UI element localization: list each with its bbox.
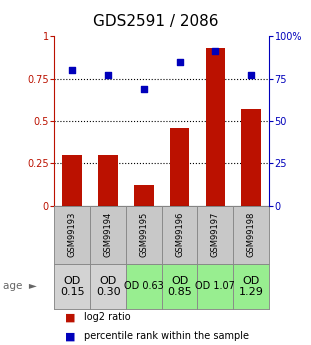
Point xyxy=(141,86,146,91)
Text: percentile rank within the sample: percentile rank within the sample xyxy=(85,332,249,342)
Text: GSM99198: GSM99198 xyxy=(247,212,256,257)
Point xyxy=(213,49,218,54)
Text: GSM99197: GSM99197 xyxy=(211,212,220,257)
Bar xyxy=(233,206,269,264)
Text: OD
0.85: OD 0.85 xyxy=(167,276,192,297)
Text: OD
0.15: OD 0.15 xyxy=(60,276,85,297)
Point xyxy=(177,59,182,65)
Text: GSM99195: GSM99195 xyxy=(139,212,148,257)
Bar xyxy=(126,264,162,309)
Bar xyxy=(90,206,126,264)
Bar xyxy=(54,264,90,309)
Text: ■: ■ xyxy=(65,332,76,342)
Text: OD
1.29: OD 1.29 xyxy=(239,276,263,297)
Text: OD
0.30: OD 0.30 xyxy=(96,276,120,297)
Text: GSM99196: GSM99196 xyxy=(175,212,184,257)
Text: OD 1.07: OD 1.07 xyxy=(195,282,235,292)
Point xyxy=(248,72,253,78)
Bar xyxy=(63,155,82,206)
Text: GDS2591 / 2086: GDS2591 / 2086 xyxy=(93,14,218,29)
Bar xyxy=(98,155,118,206)
Text: log2 ratio: log2 ratio xyxy=(85,313,131,323)
Text: age  ►: age ► xyxy=(3,282,37,292)
Bar xyxy=(126,206,162,264)
Text: ■: ■ xyxy=(65,313,76,323)
Bar xyxy=(134,185,154,206)
Point xyxy=(105,72,111,78)
Text: GSM99194: GSM99194 xyxy=(104,212,113,257)
Point xyxy=(70,67,75,73)
Bar xyxy=(233,264,269,309)
Bar xyxy=(162,264,197,309)
Text: OD 0.63: OD 0.63 xyxy=(124,282,164,292)
Bar xyxy=(90,264,126,309)
Text: GSM99193: GSM99193 xyxy=(68,212,77,257)
Bar xyxy=(241,109,261,206)
Bar xyxy=(162,206,197,264)
Bar xyxy=(54,206,90,264)
Bar xyxy=(197,206,233,264)
Bar xyxy=(197,264,233,309)
Bar xyxy=(170,128,189,206)
Bar xyxy=(206,48,225,206)
